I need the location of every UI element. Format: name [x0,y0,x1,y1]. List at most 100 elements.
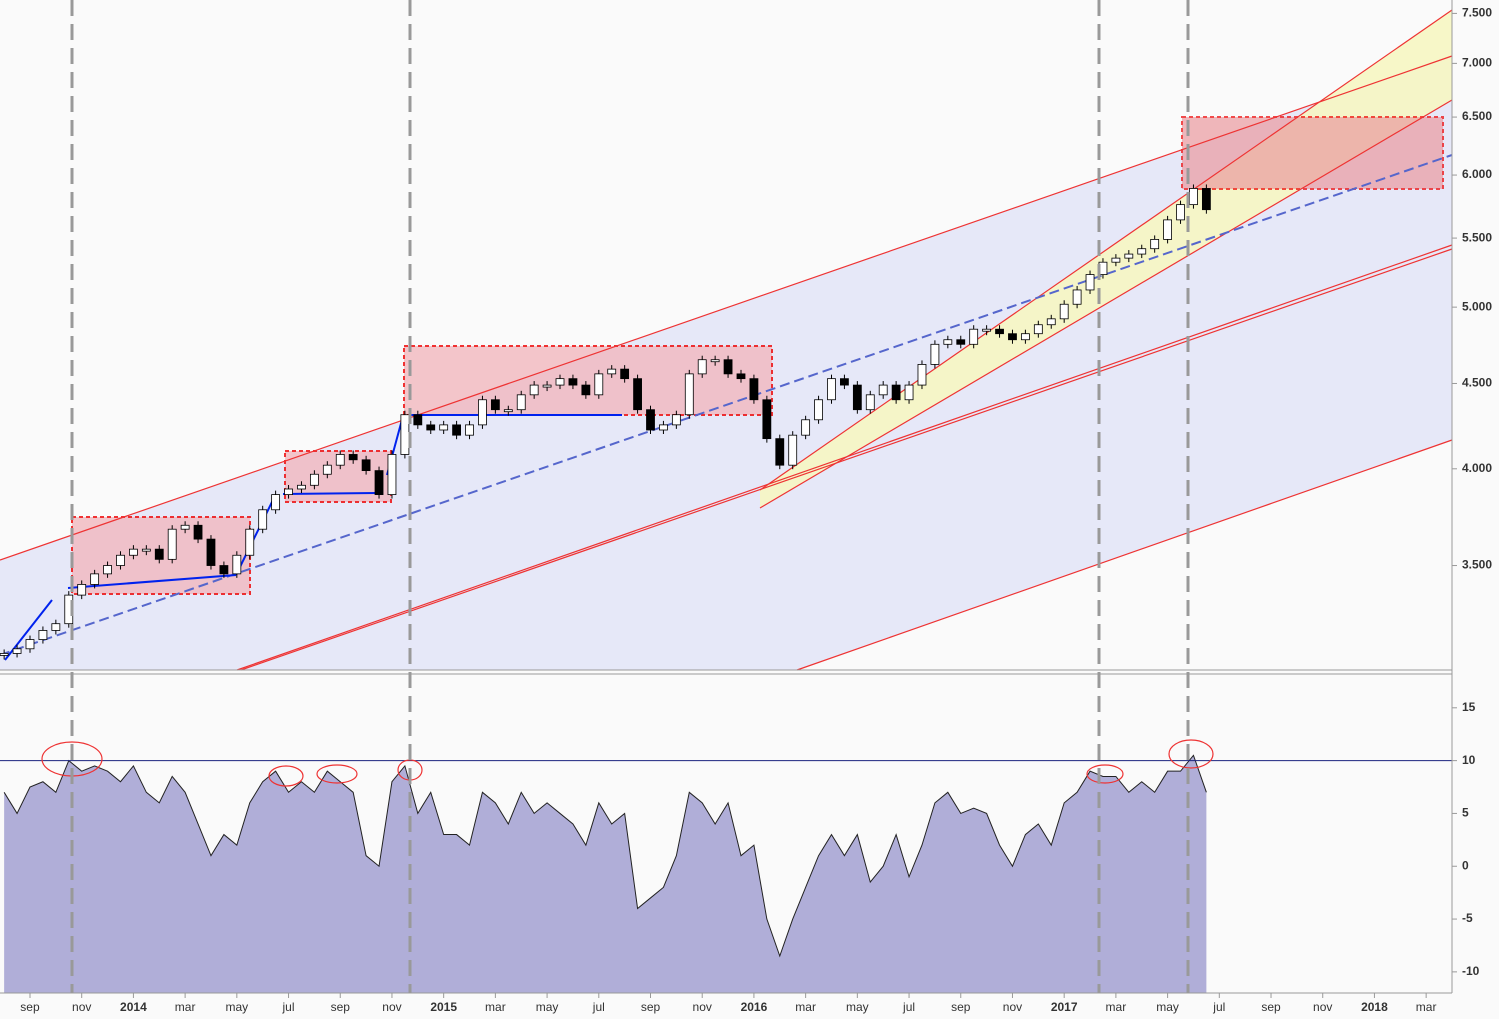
y-tick-label: -10 [1462,964,1480,978]
candle [258,509,268,530]
y-tick-label: 5.000 [1462,299,1492,313]
x-tick-label: 2018 [1361,1000,1388,1014]
candle [77,584,87,596]
candle [1176,204,1185,221]
oscillator [0,754,1452,993]
x-tick-label: mar [485,1000,506,1014]
candle [749,378,759,401]
candle [840,378,849,386]
candle [1163,219,1172,240]
candle [529,384,539,396]
candle [387,454,397,496]
candle [12,648,22,654]
candle [232,554,242,575]
candle [671,414,681,426]
x-tick-label: mar [1106,1000,1127,1014]
range-box [403,345,773,416]
candle [271,494,281,511]
x-tick-label: jul [592,1000,605,1014]
y-tick-label: 6.000 [1462,167,1492,181]
candle [1008,333,1017,341]
candle [775,438,785,466]
candle [1111,257,1121,263]
candle [322,464,332,475]
x-tick-label: mar [1416,1000,1437,1014]
candle [516,394,526,411]
candle [413,414,423,426]
x-tick-label: mar [175,1000,196,1014]
candle [206,538,216,566]
x-tick-label: jul [282,1000,295,1014]
candles [0,184,1211,660]
candle [490,399,500,411]
y-tick-label: 0 [1462,858,1469,872]
y-tick-label: 5 [1462,806,1469,820]
candle [1201,188,1211,211]
x-tick-label: sep [20,1000,40,1014]
candle [659,424,668,431]
candle [116,554,125,566]
x-tick-label: sep [331,1000,351,1014]
candle [697,359,707,375]
candle [1033,324,1043,335]
candle [219,565,229,575]
x-tick-label: 2014 [120,1000,147,1014]
candle [90,573,100,585]
candle [129,548,138,556]
candle [1046,318,1056,326]
candle [788,434,798,466]
candle [620,368,630,380]
x-tick-label: jul [1212,1000,1225,1014]
x-tick-label: jul [902,1000,915,1014]
x-tick-label: nov [72,1000,91,1014]
x-tick-label: may [536,1000,559,1014]
candle [969,328,979,345]
candle [284,488,293,496]
candle [439,424,449,431]
candle [374,470,384,496]
candle [0,653,9,656]
candle [452,424,461,436]
candle [180,524,190,530]
candle [852,384,862,411]
candle [297,484,306,490]
candle [568,378,578,386]
x-tick-label: sep [641,1000,661,1014]
mid-line [0,154,1453,656]
y-tick-label: 15 [1462,700,1476,714]
x-tick-label: nov [693,1000,712,1014]
candle [814,399,823,421]
candle [633,378,642,411]
x-tick-label: sep [1261,1000,1281,1014]
x-tick-label: sep [951,1000,971,1014]
candle [982,328,992,332]
candle [542,384,552,388]
y-tick-label: 7.500 [1462,6,1492,20]
x-tick-label: mar [795,1000,816,1014]
candle [646,409,655,431]
x-tick-label: 2017 [1051,1000,1078,1014]
candle [1072,289,1082,305]
candle [245,528,255,556]
candle [478,399,487,426]
candle [736,373,746,380]
cycle-markers [70,0,1190,993]
highlight-ellipses [41,739,1214,787]
candle [335,454,345,466]
x-tick-label: may [225,1000,248,1014]
candle [25,639,35,650]
y-tick-label: 10 [1462,753,1476,767]
y-tick-label: -5 [1462,911,1473,925]
candle [891,384,901,401]
candle [361,459,371,472]
y-tick-label: 6.500 [1462,109,1492,123]
x-tick-label: 2015 [430,1000,457,1014]
candle [995,328,1004,335]
candle [904,384,914,401]
candle [917,364,927,386]
y-tick-label: 7.000 [1462,56,1492,70]
candle [827,378,836,401]
x-tick-label: 2016 [741,1000,768,1014]
candle [38,630,48,640]
